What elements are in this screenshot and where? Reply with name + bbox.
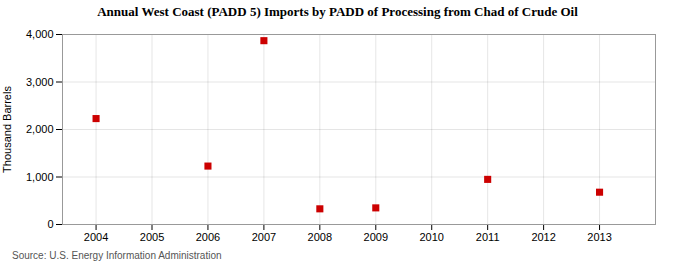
html-text:Source: U.S. Energy Informatio: Source: U.S. Energy Information Administ… [12,250,222,261]
svg-text:2007: 2007 [252,231,276,243]
svg-text:2013: 2013 [587,231,611,243]
html-text:Annual West Coast (PADD 5) Imp: Annual West Coast (PADD 5) Imports by PA… [97,4,578,19]
svg-text:2008: 2008 [308,231,332,243]
svg-text:2011: 2011 [476,231,500,243]
svg-text:2005: 2005 [140,231,164,243]
svg-text:2,000: 2,000 [26,123,54,135]
svg-text:1,000: 1,000 [26,171,54,183]
svg-text:2009: 2009 [364,231,388,243]
svg-text:4,000: 4,000 [26,28,54,40]
svg-text:3,000: 3,000 [26,76,54,88]
svg-text:2012: 2012 [531,231,555,243]
svg-text:2010: 2010 [419,231,443,243]
svg-text:Thousand Barrels: Thousand Barrels [1,86,13,173]
svg-text:2006: 2006 [196,231,220,243]
svg-text:2004: 2004 [84,231,108,243]
svg-text:0: 0 [47,218,53,230]
